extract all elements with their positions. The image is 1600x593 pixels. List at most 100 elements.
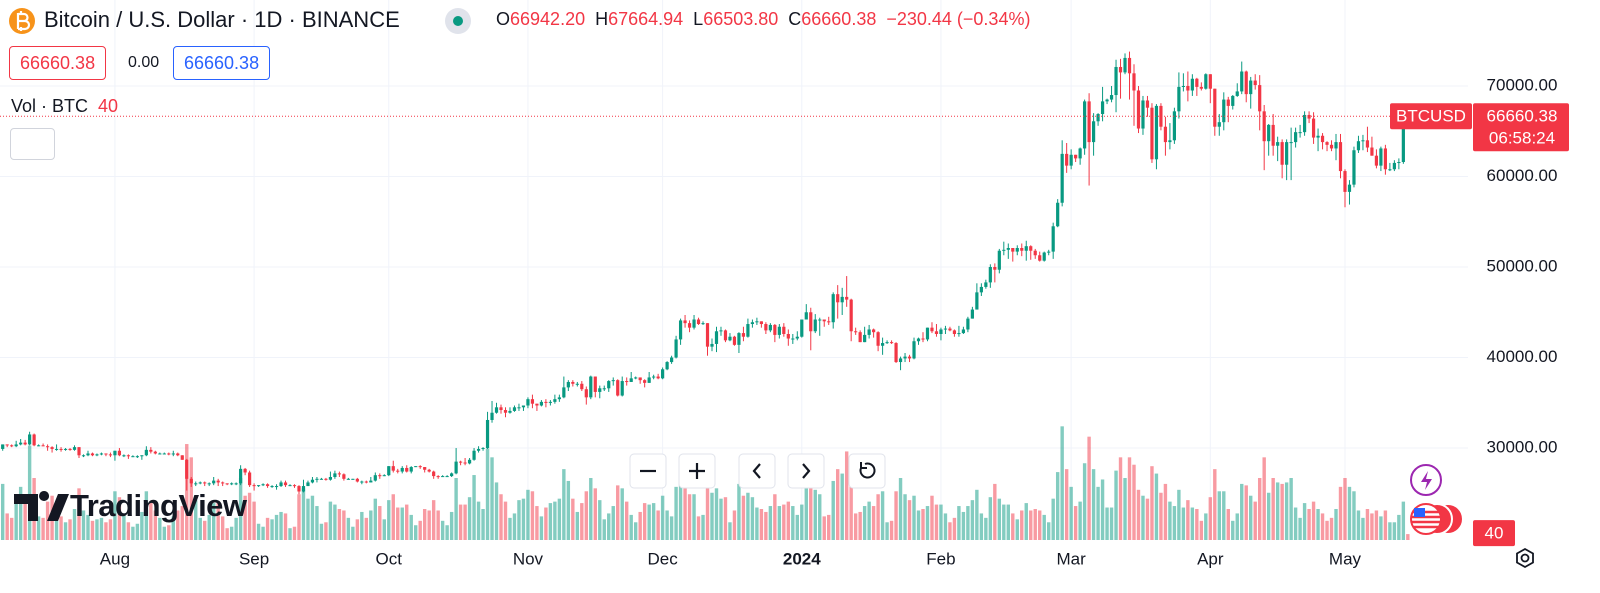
- candle-body: [319, 478, 324, 480]
- candle-body: [378, 475, 382, 477]
- candle-body: [1374, 155, 1379, 166]
- volume-bar: [876, 494, 880, 540]
- volume-bar: [553, 501, 557, 540]
- volume-bar: [369, 510, 373, 540]
- candle-body: [310, 479, 315, 483]
- volume-bar: [391, 494, 395, 540]
- candle-body: [1015, 248, 1019, 252]
- volume-bar: [1383, 510, 1388, 540]
- candle-body: [705, 323, 710, 347]
- volume-bar: [301, 488, 306, 540]
- collapse-button[interactable]: [10, 128, 55, 160]
- candle-body: [1078, 148, 1082, 159]
- volume-bar: [0, 483, 5, 540]
- candle-body: [741, 333, 746, 337]
- candle-body: [589, 376, 593, 398]
- candle-body: [773, 324, 777, 335]
- candle-body: [719, 330, 723, 332]
- volume-bar: [562, 469, 566, 540]
- volume-bar: [108, 519, 113, 540]
- candle-body: [804, 312, 808, 320]
- candle-body: [961, 329, 966, 334]
- volume-bar: [1069, 486, 1073, 540]
- volume-bar: [988, 497, 993, 540]
- ohlc-value: 66660.38: [801, 9, 877, 29]
- sell-button[interactable]: 66660.38: [9, 46, 107, 80]
- volume-bar: [871, 506, 876, 540]
- volume-bar: [1127, 457, 1132, 540]
- candle-body: [99, 453, 104, 455]
- candle-body: [580, 383, 584, 390]
- candle-body: [1109, 95, 1114, 100]
- candle-body: [598, 388, 602, 392]
- ohlc-item: O66942.20: [496, 9, 585, 30]
- candle-body: [1195, 78, 1199, 87]
- volume-bar: [961, 511, 966, 540]
- volume-bar: [952, 517, 957, 540]
- price-tag-bg: [1473, 103, 1569, 152]
- volume-bar: [68, 519, 72, 540]
- candle-body: [1132, 73, 1136, 91]
- candle-body: [553, 399, 557, 402]
- volume-bar: [72, 509, 77, 540]
- volume-tag: 40: [1485, 524, 1504, 543]
- volume-bar: [194, 500, 198, 540]
- candle-body: [669, 357, 674, 363]
- volume-bar: [1096, 486, 1100, 540]
- candle-body: [907, 356, 912, 359]
- volume-bar: [710, 492, 714, 540]
- countdown: 06:58:24: [1489, 129, 1555, 148]
- volume-bar: [544, 507, 548, 540]
- volume-bar: [1244, 485, 1248, 540]
- candle-body: [306, 482, 310, 487]
- volume-bar: [1266, 492, 1271, 540]
- volume-bar: [1087, 436, 1091, 540]
- candle-body: [544, 401, 548, 403]
- candle-body: [1244, 71, 1248, 95]
- y-tick-label: 70000.00: [1487, 75, 1558, 94]
- candle-body: [683, 320, 687, 324]
- candle-body: [1253, 80, 1257, 86]
- volume-bar: [54, 507, 59, 540]
- candle-body: [1217, 122, 1221, 127]
- candle-body: [818, 319, 822, 321]
- volume-bar: [306, 498, 310, 540]
- candle-body: [140, 455, 144, 457]
- candle-body: [1343, 171, 1347, 192]
- candle-body: [333, 473, 337, 478]
- candle-body: [1361, 140, 1365, 142]
- volume-bar: [1347, 486, 1352, 540]
- candle-body: [274, 486, 279, 488]
- candle-body: [1258, 85, 1262, 112]
- candle-body: [1145, 100, 1150, 108]
- volume-bar: [948, 522, 952, 540]
- volume-bar: [818, 494, 822, 540]
- volume-legend-value: 40: [98, 96, 119, 116]
- volume-bar: [1177, 489, 1181, 540]
- volume-bar: [512, 513, 517, 540]
- volume-bar: [378, 506, 382, 540]
- volume-bar: [503, 501, 508, 540]
- candle-body: [889, 342, 894, 344]
- candle-body: [167, 453, 171, 455]
- candle-body: [674, 339, 678, 358]
- volume-bar: [185, 444, 189, 540]
- candle-body: [1083, 101, 1087, 149]
- candle-body: [59, 448, 63, 450]
- volume-bar: [660, 495, 665, 540]
- buy-button[interactable]: 66660.38: [173, 46, 271, 80]
- candle-body: [337, 473, 341, 475]
- volume-bar: [9, 517, 14, 540]
- candle-body: [562, 387, 566, 398]
- volume-bar: [414, 525, 418, 540]
- x-tick-label: Apr: [1197, 549, 1224, 568]
- volume-bar: [23, 494, 27, 540]
- volume-bar: [1118, 457, 1123, 540]
- volume-bar: [440, 520, 445, 540]
- volume-bar: [1289, 478, 1293, 540]
- volume-bar: [131, 526, 135, 540]
- candle-body: [647, 377, 651, 383]
- candle-body: [90, 453, 95, 456]
- candle-body: [1356, 141, 1361, 151]
- volume-bar: [283, 513, 288, 540]
